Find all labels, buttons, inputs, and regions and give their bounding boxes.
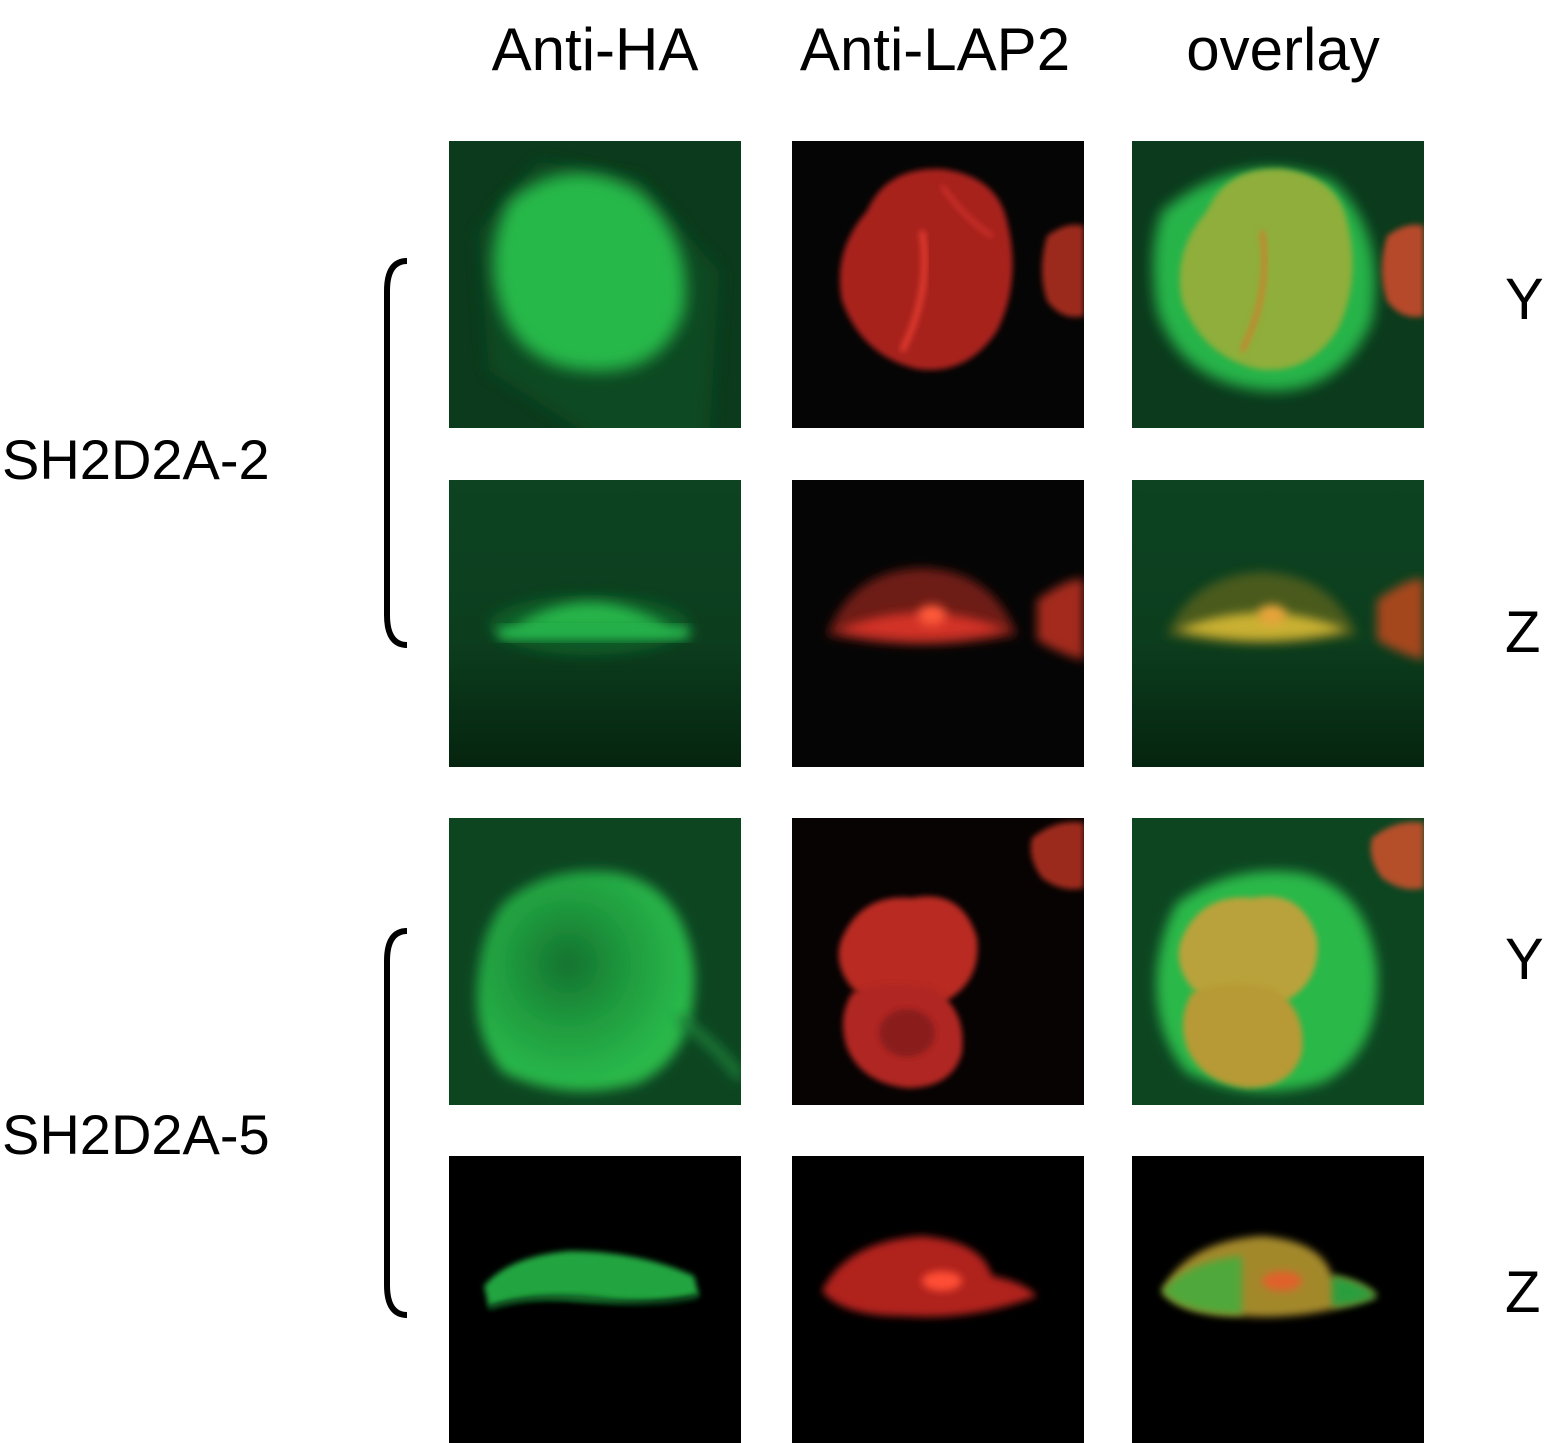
micrograph-sh2d2a-2-z-anti-ha (449, 480, 741, 767)
group-label-sh2d2a-5: SH2D2A-5 (2, 1103, 270, 1166)
micrograph-sh2d2a-2-y-overlay (1132, 141, 1424, 428)
bracket-sh2d2a-5 (384, 928, 408, 1318)
bracket-sh2d2a-2 (384, 258, 408, 648)
view-label-z-1: Z (1505, 600, 1541, 665)
micrograph-sh2d2a-2-y-anti-lap2 (792, 141, 1084, 428)
micrograph-sh2d2a-2-z-overlay (1132, 480, 1424, 767)
column-header-overlay: overlay (1186, 16, 1380, 83)
micrograph-sh2d2a-5-y-overlay (1132, 818, 1424, 1105)
micrograph-sh2d2a-2-y-anti-ha (449, 141, 741, 428)
micrograph-sh2d2a-5-z-overlay (1132, 1156, 1424, 1443)
micrograph-sh2d2a-5-z-anti-ha (449, 1156, 741, 1443)
micrograph-sh2d2a-2-z-anti-lap2 (792, 480, 1084, 767)
view-label-z-2: Z (1505, 1260, 1541, 1325)
micrograph-sh2d2a-5-y-anti-ha (449, 818, 741, 1105)
view-label-y-2: Y (1505, 927, 1544, 992)
micrograph-sh2d2a-5-y-anti-lap2 (792, 818, 1084, 1105)
column-header-anti-lap2: Anti-LAP2 (799, 16, 1071, 83)
micrograph-sh2d2a-5-z-anti-lap2 (792, 1156, 1084, 1443)
column-header-anti-ha: Anti-HA (491, 16, 699, 83)
group-label-sh2d2a-2: SH2D2A-2 (2, 428, 270, 491)
view-label-y-1: Y (1505, 267, 1544, 332)
